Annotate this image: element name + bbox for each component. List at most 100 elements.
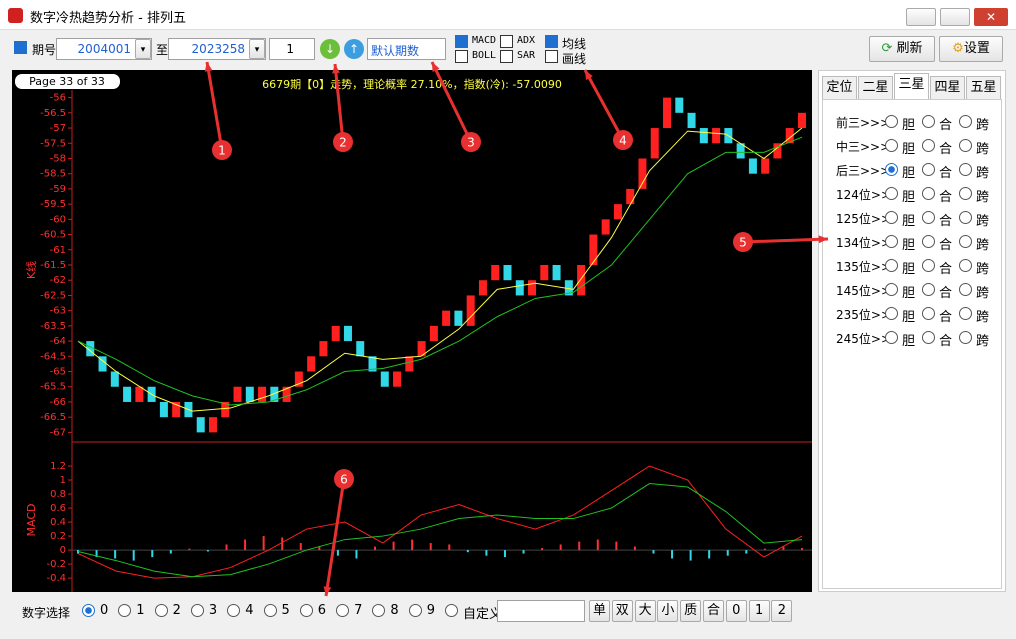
radio[interactable] (922, 115, 935, 128)
radio[interactable] (118, 604, 132, 617)
refresh-button[interactable]: ⟳ 刷新 (869, 36, 935, 62)
histogram-bar (151, 550, 154, 558)
button[interactable]: 单 (589, 600, 610, 622)
down-button[interactable]: ↓ (320, 39, 340, 59)
renko-box (172, 401, 181, 418)
radio[interactable] (445, 604, 458, 617)
radio[interactable] (885, 259, 898, 272)
radio[interactable] (227, 604, 241, 617)
y-tick-label: 0 (60, 545, 66, 556)
radio[interactable] (299, 604, 313, 617)
checkbox[interactable] (500, 35, 513, 48)
maximize-button[interactable] (940, 8, 970, 26)
settings-button[interactable]: ⚙设置 (939, 36, 1003, 62)
radio[interactable] (959, 163, 972, 176)
radio[interactable] (922, 283, 935, 296)
radio[interactable] (885, 211, 898, 224)
radio[interactable] (190, 604, 204, 617)
checkbox-label: 画线 (562, 52, 587, 66)
button[interactable]: 大 (634, 600, 656, 622)
renko-box (319, 341, 328, 357)
radio[interactable] (959, 283, 972, 296)
histogram-bar (745, 550, 748, 554)
minimize-button[interactable] (906, 8, 936, 26)
renko-box (307, 356, 316, 372)
checkbox[interactable] (545, 50, 558, 63)
y-tick-label: 1.2 (50, 461, 66, 472)
tab[interactable]: 四星 (930, 76, 965, 99)
radio[interactable] (885, 163, 898, 176)
radio[interactable] (408, 604, 422, 617)
radio[interactable] (885, 283, 898, 296)
checkbox[interactable] (545, 35, 558, 48)
up-button[interactable]: ↑ (344, 39, 364, 59)
label: 数字选择 (22, 606, 71, 620)
y-tick-label: -66 (50, 397, 66, 408)
button[interactable]: 小 (657, 600, 679, 622)
radio[interactable] (82, 604, 95, 617)
tab[interactable]: 二星 (858, 76, 893, 99)
histogram-bar (448, 544, 451, 551)
button[interactable]: 双 (611, 600, 633, 622)
to-input[interactable]: 2023258 (168, 38, 266, 60)
radio[interactable] (372, 604, 386, 617)
button[interactable]: 0 (725, 600, 747, 622)
radio[interactable] (959, 235, 972, 248)
radio[interactable] (336, 604, 350, 617)
radio[interactable] (263, 604, 277, 617)
radio[interactable] (922, 139, 935, 152)
radio[interactable] (959, 307, 972, 320)
radio[interactable] (959, 211, 972, 224)
step-input[interactable]: 1 (269, 38, 315, 60)
histogram-bar (615, 541, 618, 551)
from-input[interactable]: 2004001 (56, 38, 152, 60)
radio-label: 8 (390, 603, 399, 618)
radio[interactable] (885, 331, 898, 344)
radio[interactable] (154, 604, 168, 617)
renko-box (564, 280, 573, 296)
button[interactable]: 2 (771, 600, 793, 622)
close-button[interactable]: ✕ (974, 8, 1008, 26)
radio[interactable] (922, 163, 935, 176)
button[interactable]: 质 (680, 600, 702, 622)
radio-label: 2 (172, 603, 181, 618)
renko-box (393, 371, 402, 387)
dropdown[interactable]: ▾ (249, 39, 265, 59)
histogram-bar (244, 539, 247, 551)
renko-box (528, 280, 537, 296)
radio[interactable] (922, 259, 935, 272)
histogram-bar (689, 550, 692, 561)
radio[interactable] (885, 187, 898, 200)
radio[interactable] (922, 307, 935, 320)
radio[interactable] (885, 235, 898, 248)
histogram-bar (281, 537, 284, 551)
button[interactable]: 合 (703, 600, 724, 622)
radio[interactable] (885, 115, 898, 128)
radio[interactable] (959, 115, 972, 128)
custom-select[interactable] (497, 600, 585, 622)
radio[interactable] (959, 139, 972, 152)
tab[interactable]: 三星 (894, 73, 929, 99)
button[interactable]: 1 (748, 600, 770, 622)
tab[interactable]: 定位 (822, 76, 857, 99)
period-select[interactable]: 默认期数 (367, 38, 446, 60)
checkbox[interactable] (455, 35, 468, 48)
radio[interactable] (922, 211, 935, 224)
checkbox[interactable] (500, 50, 513, 63)
checkbox[interactable] (455, 50, 468, 63)
radio[interactable] (959, 259, 972, 272)
radio[interactable] (959, 187, 972, 200)
radio[interactable] (922, 331, 935, 344)
radio[interactable] (885, 139, 898, 152)
histogram-bar (392, 541, 395, 551)
checkbox[interactable] (14, 41, 27, 54)
tab[interactable]: 五星 (966, 76, 1001, 99)
radio[interactable] (959, 331, 972, 344)
histogram-bar (541, 547, 544, 551)
option-label: 合 (939, 190, 953, 205)
dropdown[interactable]: ▾ (135, 39, 151, 59)
radio[interactable] (922, 235, 935, 248)
y-tick-label: -61.5 (40, 260, 66, 271)
radio[interactable] (922, 187, 935, 200)
radio[interactable] (885, 307, 898, 320)
